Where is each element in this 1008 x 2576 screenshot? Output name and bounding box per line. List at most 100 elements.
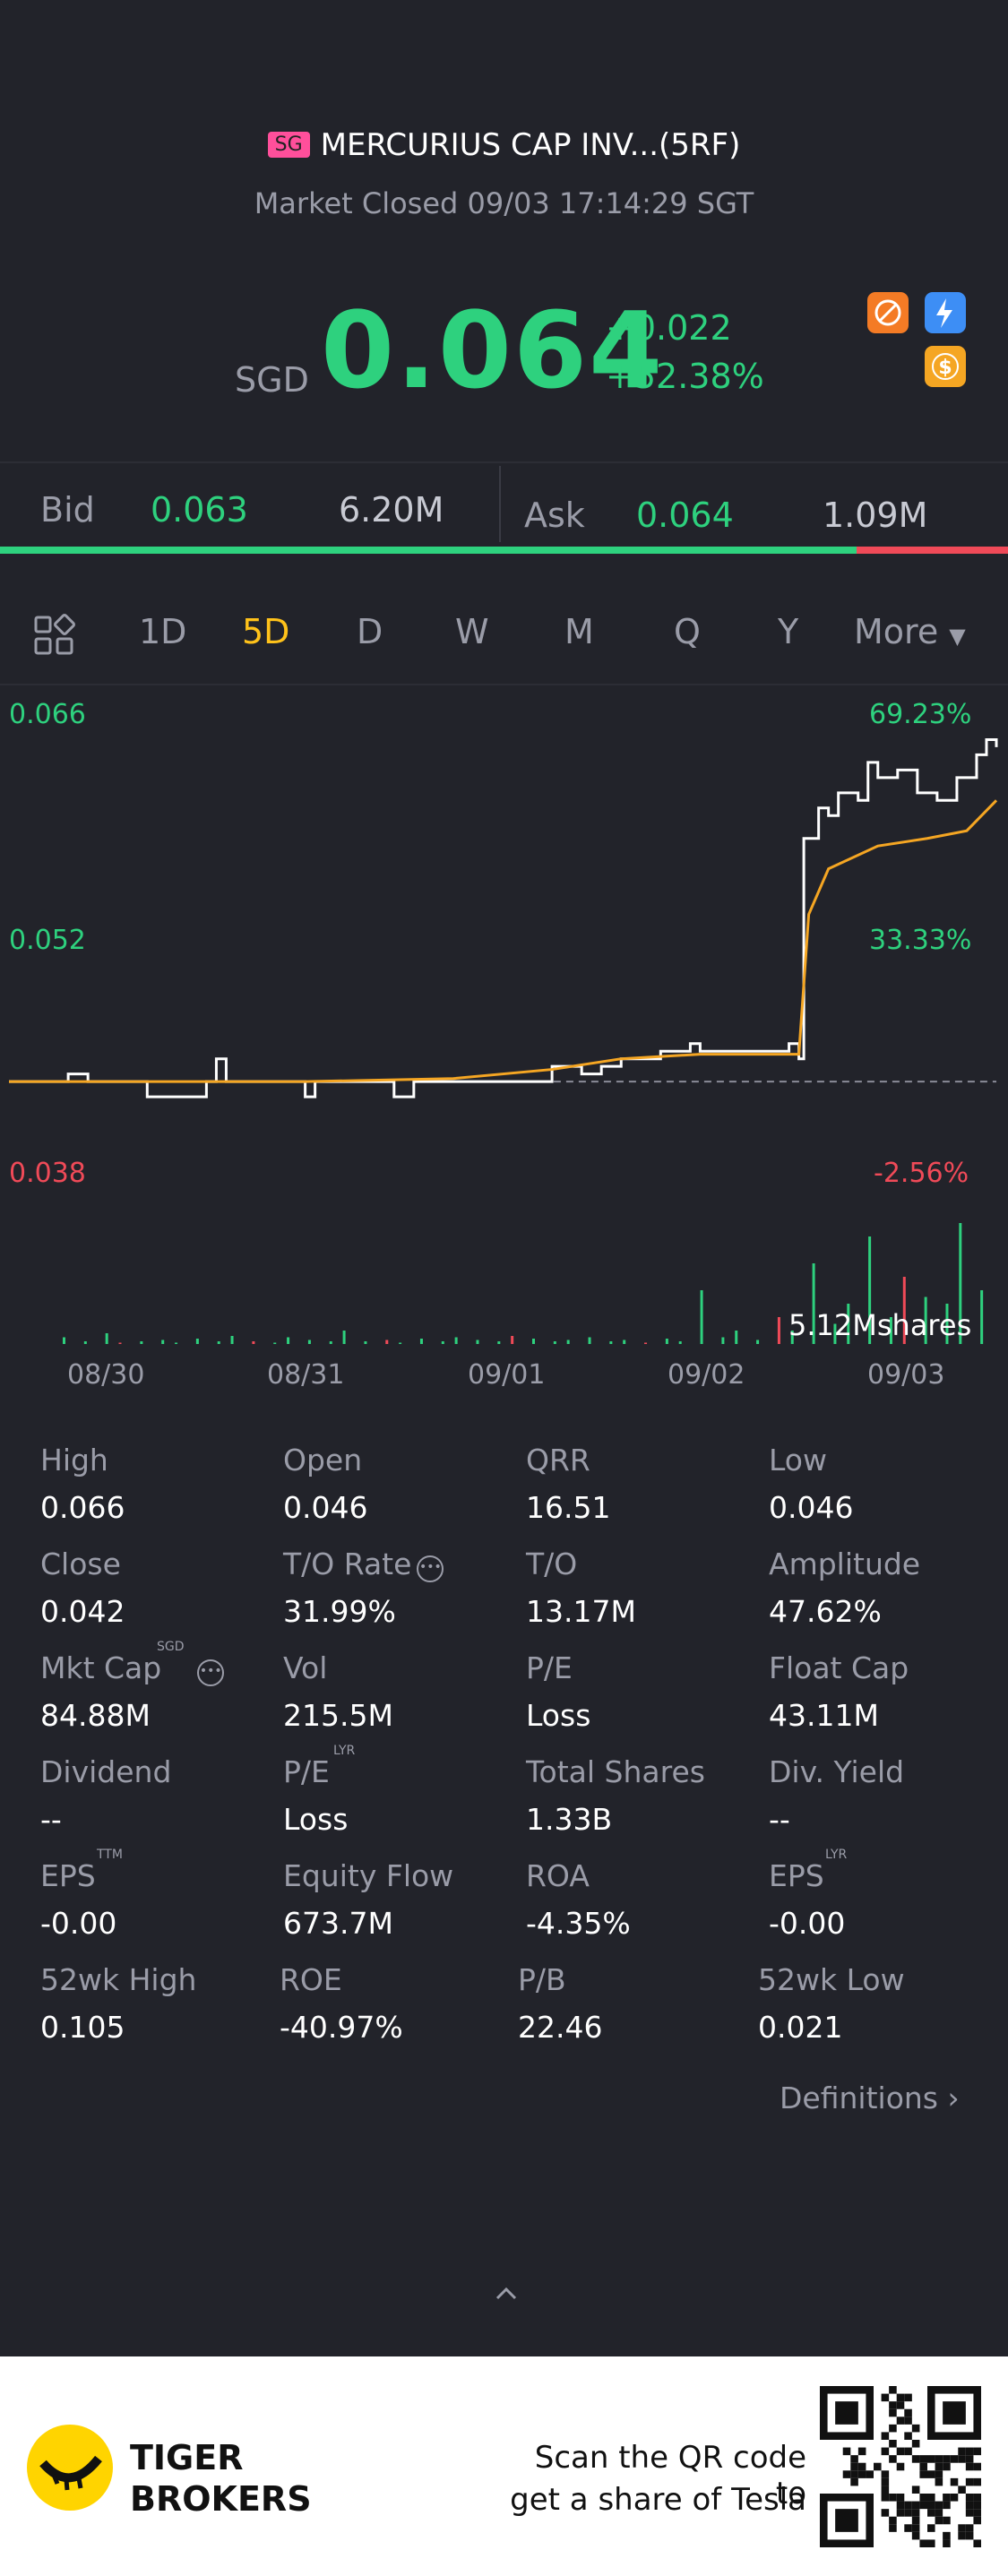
qr-module — [919, 2539, 927, 2547]
qr-module — [857, 2462, 866, 2471]
chevron-up-icon[interactable] — [493, 2280, 520, 2307]
qr-module — [889, 2386, 897, 2394]
qr-module — [973, 2509, 981, 2517]
tab-monthly[interactable]: M — [564, 612, 594, 651]
stat-value-roe: -40.97% — [280, 2010, 403, 2045]
volume-bar — [812, 1263, 815, 1344]
bid-ask-panel[interactable]: Bid 0.063 6.20M Ask 0.064 1.09M — [0, 461, 1008, 551]
qr-module — [927, 2470, 935, 2478]
tab-1d[interactable]: 1D — [139, 612, 187, 651]
volume-bar — [889, 1317, 892, 1344]
x-axis-label: 08/30 — [67, 1359, 145, 1391]
promo-text-line-1: Scan the QR code to — [534, 2440, 806, 2511]
volume-bar — [252, 1341, 255, 1344]
qr-module — [927, 2501, 935, 2510]
volume-bar — [161, 1340, 165, 1344]
stock-name[interactable]: MERCURIUS CAP INV...(5RF) — [320, 127, 741, 163]
no-short-icon[interactable] — [867, 292, 909, 333]
tab-quarterly[interactable]: Q — [674, 612, 701, 651]
stat-value-volume: 215.5M — [283, 1698, 393, 1733]
definitions-link[interactable]: Definitions › — [780, 2081, 960, 2115]
stat-label-52wk-low: 52wk Low — [758, 1962, 905, 1997]
brand-name: TIGER BROKERS — [130, 2437, 312, 2520]
qr-module — [965, 2455, 974, 2463]
ask-strength-bar — [857, 547, 1008, 554]
volume-bar — [399, 1342, 402, 1344]
qr-module — [965, 2531, 974, 2540]
stat-label-turnover-rate[interactable]: T/O Rate ••• — [283, 1546, 444, 1582]
qr-module — [965, 2477, 974, 2486]
volume-bar — [497, 1341, 501, 1344]
last-price: 0.064 — [321, 289, 665, 412]
tab-5d[interactable]: 5D — [242, 612, 290, 651]
level-1-lightning-icon[interactable] — [925, 292, 966, 333]
stat-value-total-shares: 1.33B — [526, 1802, 613, 1837]
volume-bar — [721, 1337, 725, 1344]
qr-module — [973, 2462, 981, 2471]
qr-module — [943, 2462, 951, 2471]
qr-module — [850, 2455, 858, 2463]
stat-label-close: Close — [40, 1546, 121, 1581]
stat-value-eps-ttm: -0.00 — [40, 1906, 117, 1941]
stat-label-qrr: QRR — [526, 1443, 590, 1478]
stat-label-mkt-cap[interactable]: Mkt Cap ••• — [40, 1650, 225, 1686]
tab-yearly[interactable]: Y — [778, 612, 799, 651]
qr-module — [911, 2501, 920, 2510]
volume-bar — [230, 1336, 234, 1344]
stat-label-dividend: Dividend — [40, 1754, 172, 1789]
more-info-icon[interactable]: ••• — [417, 1555, 444, 1582]
volume-bar — [700, 1290, 703, 1344]
qr-module — [911, 2486, 920, 2494]
volume-bar — [287, 1337, 290, 1344]
qr-module — [935, 2501, 943, 2510]
qr-module — [904, 2501, 912, 2510]
qr-module — [950, 2477, 959, 2486]
volume-bar — [959, 1223, 962, 1344]
stat-value-turnover: 13.17M — [526, 1594, 636, 1629]
tab-daily[interactable]: D — [357, 612, 383, 651]
volume-bar — [83, 1341, 87, 1344]
stat-value-low: 0.046 — [769, 1490, 854, 1525]
qr-module — [896, 2447, 905, 2456]
qr-module — [889, 2516, 897, 2525]
tab-more[interactable]: More ▼ — [854, 612, 966, 651]
volume-bar — [105, 1333, 108, 1344]
qr-module — [881, 2393, 890, 2402]
qr-module — [874, 2462, 882, 2471]
promo-text-line-2: get a share of Tesla — [510, 2482, 806, 2518]
stat-value-open: 0.046 — [283, 1490, 368, 1525]
volume-bar — [790, 1331, 794, 1344]
stat-value-52wk-high: 0.105 — [40, 2010, 125, 2045]
tab-weekly[interactable]: W — [455, 612, 489, 651]
stat-label-equity-flow: Equity Flow — [283, 1858, 454, 1893]
qr-module — [943, 2539, 951, 2547]
qr-module — [911, 2531, 920, 2540]
qr-module — [850, 2462, 858, 2471]
qr-module — [896, 2401, 905, 2409]
more-info-icon[interactable]: ••• — [197, 1659, 225, 1686]
stat-label-roe: ROE — [280, 1962, 342, 1997]
lyr-superscript: LYR — [825, 1848, 848, 1862]
currency-superscript: SGD — [157, 1640, 185, 1654]
qr-module — [842, 2470, 851, 2478]
qr-module — [896, 2494, 905, 2502]
volume-bar — [623, 1340, 626, 1344]
price-chart[interactable] — [0, 690, 1008, 1353]
stat-label-roa: ROA — [526, 1858, 590, 1893]
brand-line-2: BROKERS — [130, 2479, 312, 2519]
volume-bar — [511, 1336, 514, 1344]
qr-module — [935, 2509, 943, 2517]
pct-axis-bottom-label: -2.56% — [874, 1158, 969, 1189]
stat-value-close: 0.042 — [40, 1594, 125, 1629]
qr-module — [927, 2539, 935, 2547]
qr-module — [973, 2477, 981, 2486]
volume-bar — [217, 1341, 220, 1344]
volume-bar — [441, 1341, 444, 1344]
qr-module — [927, 2509, 935, 2517]
dollar-icon[interactable]: $ — [925, 346, 966, 387]
qr-code[interactable] — [820, 2386, 981, 2547]
stat-value-dividend: -- — [40, 1802, 62, 1837]
qr-module — [896, 2501, 905, 2510]
qr-module — [919, 2470, 927, 2478]
grid-layout-icon[interactable] — [32, 614, 75, 660]
